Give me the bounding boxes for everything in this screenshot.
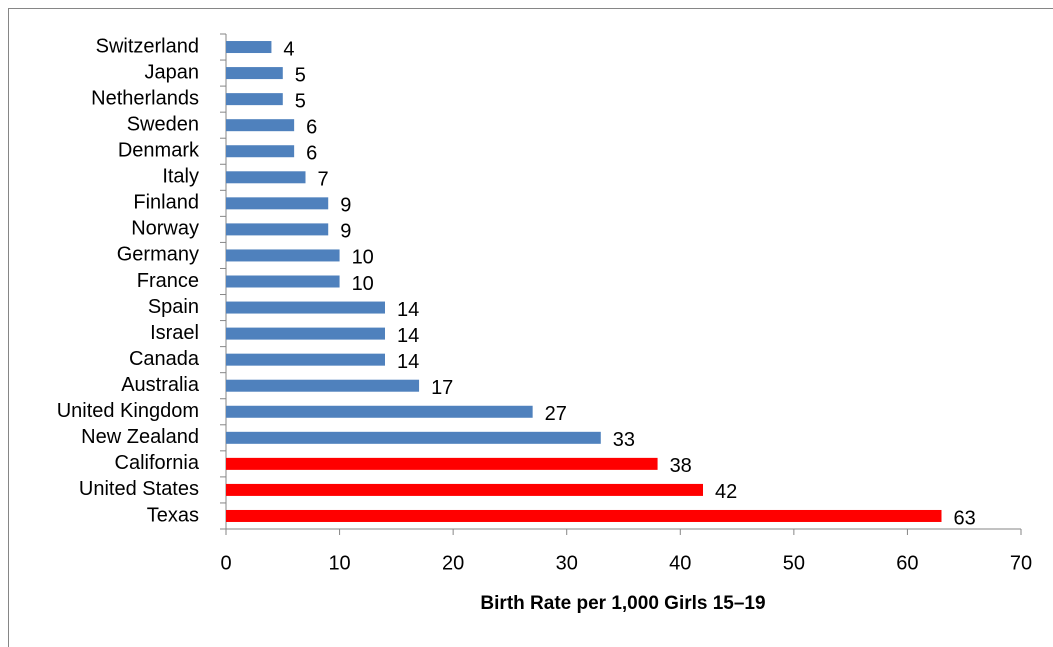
value-label: 10 bbox=[352, 247, 374, 269]
bar bbox=[226, 379, 420, 392]
y-tick-label: New Zealand bbox=[81, 426, 199, 448]
value-label: 17 bbox=[431, 377, 453, 399]
x-tick-label: 10 bbox=[328, 552, 350, 574]
value-label: 4 bbox=[283, 38, 294, 60]
value-label: 42 bbox=[715, 481, 737, 503]
y-tick-label: Israel bbox=[150, 322, 199, 344]
x-tick-label: 20 bbox=[442, 552, 464, 574]
y-tick-label: Spain bbox=[148, 296, 199, 318]
y-tick-label: Finland bbox=[133, 192, 199, 214]
bar bbox=[226, 93, 283, 106]
value-label: 14 bbox=[397, 299, 419, 321]
bar bbox=[226, 145, 295, 158]
y-tick-label: Canada bbox=[129, 348, 200, 370]
bar bbox=[226, 301, 385, 314]
value-label: 27 bbox=[545, 403, 567, 425]
bar bbox=[226, 171, 306, 184]
value-label: 6 bbox=[306, 143, 317, 165]
y-tick-label: Denmark bbox=[118, 140, 200, 162]
x-tick-label: 50 bbox=[783, 552, 805, 574]
value-label: 38 bbox=[670, 455, 692, 477]
y-tick-label: Sweden bbox=[127, 113, 199, 135]
x-tick-label: 70 bbox=[1010, 552, 1032, 574]
value-label: 10 bbox=[352, 273, 374, 295]
bar bbox=[226, 431, 601, 444]
value-label: 5 bbox=[295, 90, 306, 112]
y-tick-label: Japan bbox=[145, 61, 200, 83]
value-label: 7 bbox=[318, 169, 329, 191]
value-label: 9 bbox=[340, 221, 351, 243]
bar bbox=[226, 509, 942, 522]
bar bbox=[226, 67, 283, 80]
value-label: 14 bbox=[397, 325, 419, 347]
bar bbox=[226, 223, 329, 236]
y-tick-label: France bbox=[137, 270, 199, 292]
value-label: 33 bbox=[613, 429, 635, 451]
y-tick-label: California bbox=[115, 452, 200, 474]
x-axis-title: Birth Rate per 1,000 Girls 15–19 bbox=[480, 593, 765, 614]
y-tick-label: United States bbox=[79, 478, 199, 500]
value-label: 6 bbox=[306, 116, 317, 138]
x-tick-label: 30 bbox=[556, 552, 578, 574]
y-tick-label: Norway bbox=[131, 218, 199, 240]
bar bbox=[226, 457, 658, 470]
bar bbox=[226, 275, 340, 288]
bar bbox=[226, 405, 533, 418]
x-tick-label: 60 bbox=[896, 552, 918, 574]
bar bbox=[226, 353, 385, 366]
bar bbox=[226, 327, 385, 340]
bar bbox=[226, 41, 272, 54]
y-tick-label: Texas bbox=[147, 504, 199, 526]
y-tick-label: United Kingdom bbox=[57, 400, 199, 422]
y-tick-label: Netherlands bbox=[91, 87, 199, 109]
value-label: 14 bbox=[397, 351, 419, 373]
y-tick-label: Germany bbox=[117, 244, 199, 266]
bar bbox=[226, 119, 295, 132]
y-tick-label: Australia bbox=[121, 374, 200, 396]
value-label: 63 bbox=[954, 507, 976, 529]
x-tick-label: 40 bbox=[669, 552, 691, 574]
value-label: 5 bbox=[295, 64, 306, 86]
value-label: 9 bbox=[340, 195, 351, 217]
bar bbox=[226, 483, 703, 496]
chart-border bbox=[8, 8, 1053, 647]
bar bbox=[226, 249, 340, 262]
y-tick-label: Italy bbox=[162, 166, 199, 188]
x-tick-label: 0 bbox=[220, 552, 231, 574]
bar bbox=[226, 197, 329, 210]
y-tick-label: Switzerland bbox=[96, 35, 199, 57]
